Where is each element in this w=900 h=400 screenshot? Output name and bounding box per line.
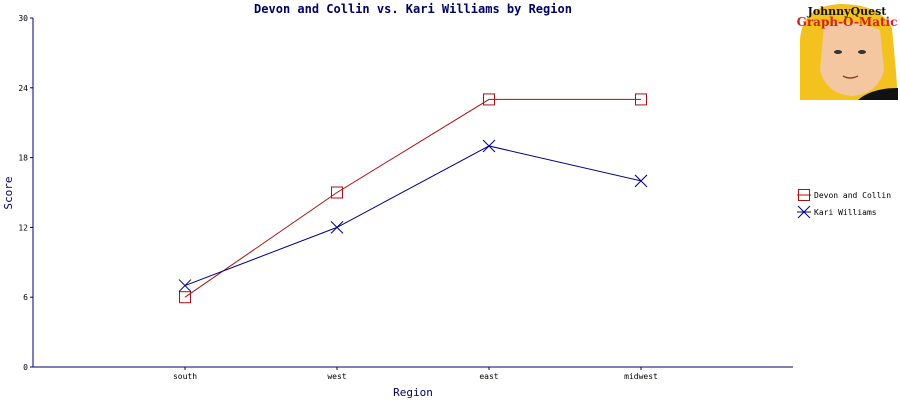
legend-marker <box>798 189 810 201</box>
y-tick-label: 12 <box>18 223 28 232</box>
legend-marker <box>797 205 811 219</box>
legend-item-label: Devon and Collin <box>814 191 891 200</box>
data-point-series-1 <box>331 186 343 199</box>
data-point-series-2 <box>482 139 496 153</box>
x-tick-label: east <box>479 372 498 381</box>
chart-title: Devon and Collin vs. Kari Williams by Re… <box>254 2 572 16</box>
y-tick-label: 6 <box>23 293 28 302</box>
y-tick-label: 24 <box>18 84 28 93</box>
y-tick-label: 18 <box>18 154 28 163</box>
legend-item-label: Kari Williams <box>814 208 877 217</box>
y-tick-label: 30 <box>18 14 28 23</box>
logo-title-line2: Graph-O-Matic <box>797 15 898 29</box>
y-tick-label: 0 <box>23 363 28 372</box>
plot-area: 0 6 12 18 24 30 south west east midwest <box>18 14 793 381</box>
x-tick-label: south <box>173 372 197 381</box>
data-point-series-1 <box>635 93 647 106</box>
data-point-series-1 <box>179 291 191 304</box>
x-tick-label: west <box>327 372 346 381</box>
series-line-1 <box>184 98 641 298</box>
johnnyquest-logo: JohnnyQuest Graph-O-Matic <box>797 4 898 100</box>
legend: Devon and Collin Kari Williams <box>797 189 891 219</box>
series-line-2 <box>184 145 642 287</box>
data-point-series-1 <box>483 93 495 106</box>
y-axis-label: Score <box>2 176 15 209</box>
data-point-series-2 <box>634 174 648 188</box>
x-axis-label: Region <box>393 386 433 399</box>
logo-title-line1: JohnnyQuest <box>807 5 888 18</box>
data-point-series-2 <box>330 221 344 234</box>
x-tick-label: midwest <box>624 372 658 381</box>
data-point-series-2 <box>178 279 192 292</box>
